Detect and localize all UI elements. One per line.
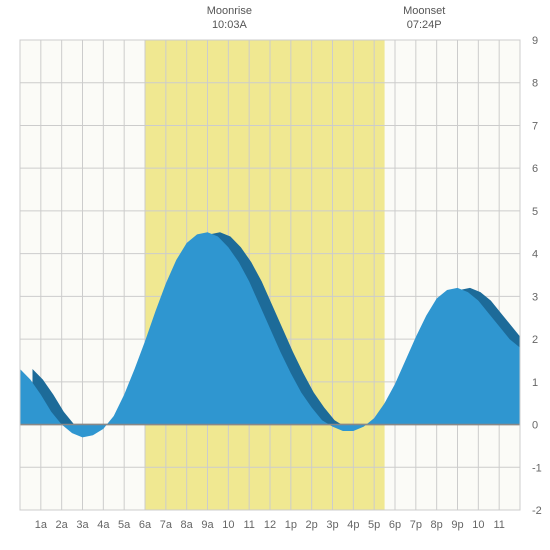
- x-tick-label: 5p: [368, 519, 380, 531]
- chart-svg: 1a2a3a4a5a6a7a8a9a1011121p2p3p4p5p6p7p8p…: [0, 0, 550, 550]
- x-tick-label: 5a: [118, 519, 131, 531]
- x-tick-label: 8a: [181, 519, 194, 531]
- y-tick-label: 0: [532, 420, 538, 432]
- x-tick-label: 2a: [56, 519, 69, 531]
- x-tick-label: 4p: [347, 519, 359, 531]
- x-tick-label: 9a: [201, 519, 214, 531]
- x-tick-label: 12: [264, 519, 276, 531]
- y-tick-label: 6: [532, 163, 538, 175]
- y-tick-label: 9: [532, 35, 538, 47]
- x-tick-label: 8p: [431, 519, 443, 531]
- x-tick-label: 6p: [389, 519, 401, 531]
- x-tick-label: 11: [243, 519, 254, 531]
- moonset-label: Moonset: [403, 5, 445, 17]
- x-tick-label: 3a: [76, 519, 89, 531]
- tide-chart: 1a2a3a4a5a6a7a8a9a1011121p2p3p4p5p6p7p8p…: [0, 0, 550, 550]
- x-tick-label: 2p: [306, 519, 318, 531]
- y-tick-label: 2: [532, 334, 538, 346]
- y-tick-label: 4: [532, 249, 538, 261]
- x-tick-label: 10: [472, 519, 484, 531]
- moonrise-label: Moonrise: [207, 5, 252, 17]
- y-tick-label: 7: [532, 120, 538, 132]
- y-tick-label: 3: [532, 291, 538, 303]
- moonset-time: 07:24P: [407, 19, 442, 31]
- y-tick-label: 8: [532, 78, 538, 90]
- x-tick-label: 1p: [285, 519, 297, 531]
- x-tick-label: 1a: [35, 519, 48, 531]
- x-tick-label: 11: [493, 519, 504, 531]
- y-tick-label: 5: [532, 206, 538, 218]
- y-tick-label: -2: [532, 505, 542, 517]
- x-tick-label: 6a: [139, 519, 152, 531]
- x-tick-label: 3p: [326, 519, 338, 531]
- y-tick-label: -1: [532, 462, 542, 474]
- moonrise-time: 10:03A: [212, 19, 248, 31]
- x-tick-label: 10: [222, 519, 234, 531]
- x-tick-label: 7a: [160, 519, 173, 531]
- x-tick-label: 7p: [410, 519, 422, 531]
- y-tick-label: 1: [532, 377, 538, 389]
- x-tick-label: 4a: [97, 519, 110, 531]
- x-tick-label: 9p: [451, 519, 463, 531]
